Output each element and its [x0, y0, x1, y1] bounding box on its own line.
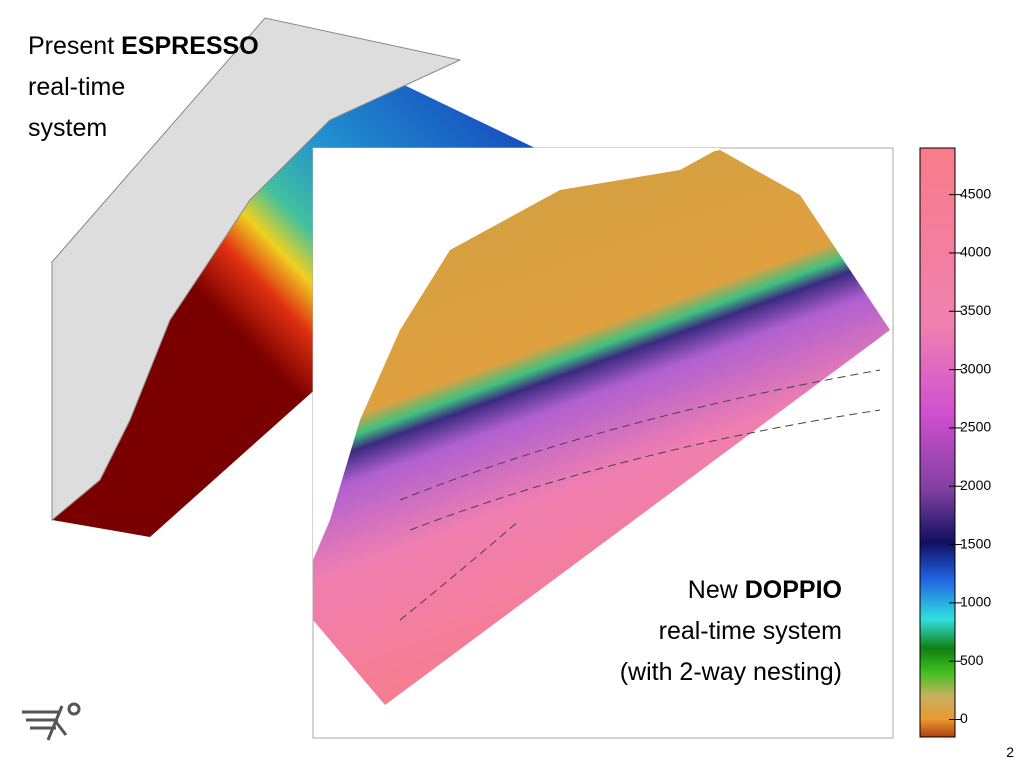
- tick-label: 500: [960, 652, 984, 668]
- contours: [399, 369, 881, 621]
- label-line: system: [28, 114, 108, 142]
- tick-label: 2000: [960, 477, 991, 493]
- label-line: (with 2-way nesting): [619, 658, 842, 686]
- colorbar: [919, 147, 956, 738]
- label-prefix: New: [687, 576, 738, 604]
- tick-label: 0: [960, 710, 968, 726]
- tick-label: 2500: [960, 419, 991, 435]
- tick-label: 3500: [960, 302, 991, 318]
- label-name: DOPPIO: [744, 576, 842, 604]
- tick-label: 4500: [960, 185, 991, 201]
- label-name: ESPRESSO: [121, 32, 259, 60]
- right-label: New DOPPIO real-time system (with 2-way ne…: [620, 570, 842, 693]
- logo: [22, 702, 81, 741]
- page-number: 2: [1006, 744, 1014, 760]
- tick-label: 3000: [960, 360, 991, 376]
- left-label: Present ESPRESSO real-time system: [28, 26, 259, 149]
- land: [313, 148, 720, 560]
- label-prefix: Present: [28, 32, 115, 60]
- doppio-map: [313, 150, 890, 705]
- label-line: real-time: [28, 73, 126, 101]
- tick-label: 1500: [960, 535, 991, 551]
- label-line: real-time system: [658, 617, 842, 645]
- tick-label: 1000: [960, 594, 991, 610]
- land-hatch: [51, 17, 462, 522]
- tick-label: 4000: [960, 244, 991, 260]
